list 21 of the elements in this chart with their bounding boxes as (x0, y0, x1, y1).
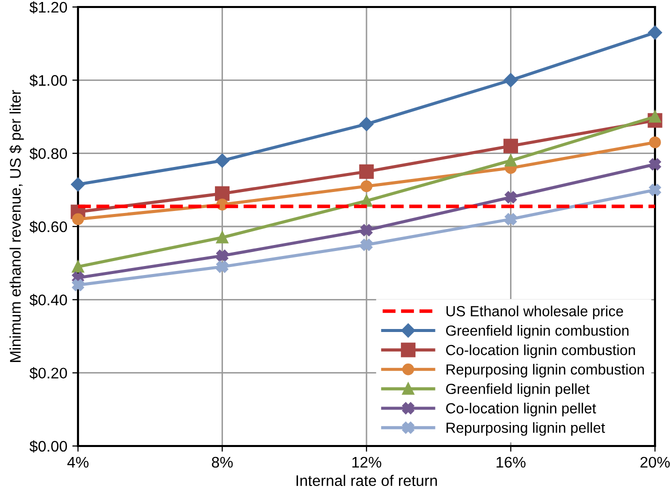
y-tick-label: $0.20 (30, 367, 67, 380)
legend-label: Repurposing lignin pellet (446, 422, 605, 436)
x-tick-label: 4% (67, 456, 88, 468)
x-tick-label: 16% (496, 456, 526, 468)
y-tick-label: $0.60 (30, 220, 67, 234)
y-tick-label: $0.40 (30, 294, 67, 306)
x-tick-label: 8% (212, 456, 233, 468)
legend-label: Co-location lignin combustion (446, 344, 635, 358)
x-tick-label: 20% (640, 456, 670, 468)
legend-label: Greenfield lignin pellet (446, 383, 590, 397)
legend-label: Repurposing lignin combustion (446, 364, 644, 378)
legend-label: US Ethanol wholesale price (446, 306, 624, 320)
legend-label: Co-location lignin pellet (446, 402, 596, 416)
legend-label: Greenfield lignin combustion (446, 325, 628, 339)
x-axis-title: Internal rate of return (296, 474, 437, 486)
y-tick-label: $0.80 (30, 148, 67, 160)
y-tick-label: $1.00 (30, 74, 67, 87)
x-tick-label: 12% (352, 456, 382, 468)
y-tick-label: $0.00 (30, 440, 67, 453)
y-tick-label: $1.20 (30, 1, 67, 14)
y-axis-title: Minimum ethanol revenue, US $ per liter (9, 90, 24, 362)
